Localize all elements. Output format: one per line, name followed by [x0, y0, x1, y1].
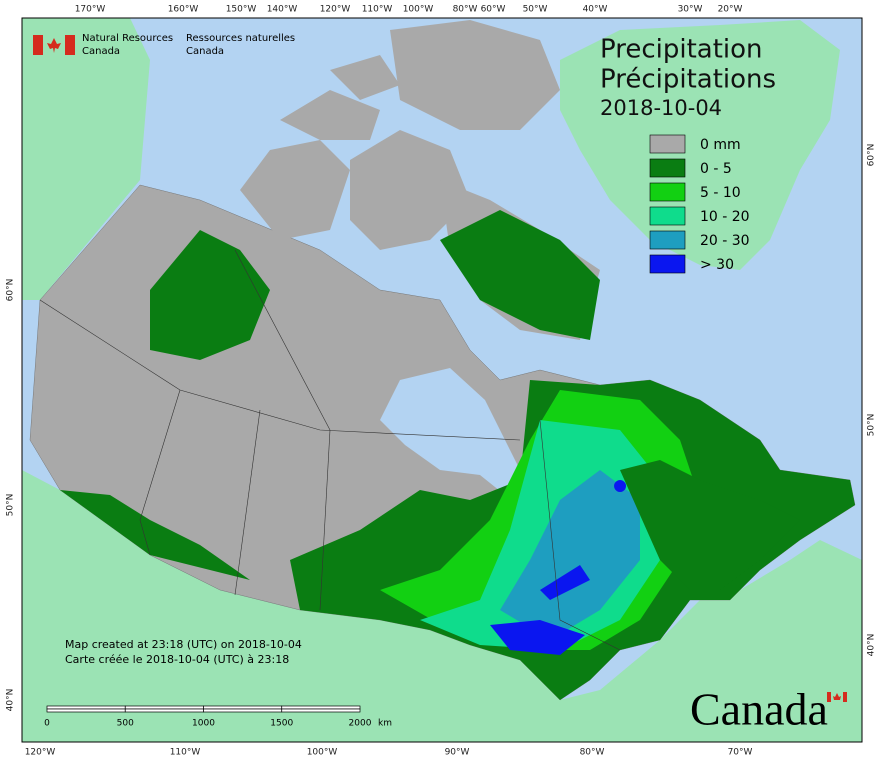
graticule-label: 40°N	[867, 634, 877, 657]
boundary	[234, 409, 261, 596]
graticule-label: 150°W	[226, 5, 257, 15]
legend-swatch	[649, 206, 686, 226]
island	[390, 20, 560, 130]
graticule-label: 100°W	[307, 748, 338, 758]
precip-20-30	[500, 470, 640, 640]
scale-segment	[124, 708, 204, 713]
graticule-label: 60°W	[481, 5, 506, 15]
agency-en: Canada	[82, 46, 120, 57]
island	[240, 140, 350, 240]
precip-0-5	[150, 230, 270, 360]
boundaries	[39, 249, 621, 651]
legend-label: 5 - 10	[700, 185, 741, 201]
graticule-label: 80°W	[580, 748, 605, 758]
scale-label: 0	[44, 719, 50, 729]
graticule-label: 60°N	[867, 144, 877, 167]
precip-0-5	[440, 210, 600, 340]
scale-segment	[46, 708, 126, 713]
scale-label: 1500	[270, 719, 293, 729]
scale-segment	[203, 705, 283, 710]
flag-bar	[843, 692, 847, 702]
graticule-label: 120°W	[25, 748, 56, 758]
graticule-label: 110°W	[362, 5, 393, 15]
graticule-label: 90°W	[445, 748, 470, 758]
graticule-label: 140°W	[267, 5, 298, 15]
scale-label: 2000	[349, 719, 372, 729]
alaska	[22, 18, 150, 300]
flag-bar	[33, 35, 43, 55]
scale-segment	[281, 705, 361, 710]
flag-bar	[65, 35, 75, 55]
scale-segment	[281, 708, 361, 713]
graticule-labels: 170°W 160°W 150°W 140°W 120°W 110°W 100°W 80°W 6…	[6, 5, 877, 758]
boundary	[319, 429, 331, 611]
boundary	[234, 249, 331, 431]
legend-swatch	[649, 158, 686, 178]
legend-label: > 30	[700, 257, 734, 273]
legend-swatch	[649, 134, 686, 154]
boundary	[139, 389, 181, 556]
graticule-label: 50°N	[6, 494, 16, 517]
flag-bar	[827, 692, 831, 702]
agency-en: Natural Resources	[82, 33, 173, 44]
scale-unit: km	[378, 719, 392, 729]
agency-fr: Canada	[186, 46, 224, 57]
precip-over-30	[490, 480, 627, 655]
graticule-label: 170°W	[75, 5, 106, 15]
graticule-label: 60°N	[6, 279, 16, 302]
hudson-bay	[380, 368, 520, 495]
title-fr: Précipitations	[600, 65, 776, 95]
legend-label: 0 - 5	[700, 161, 732, 177]
maple-leaf	[833, 693, 841, 700]
graticule-label: 50°W	[523, 5, 548, 15]
legend-label: 10 - 20	[700, 209, 750, 225]
legend-swatch	[649, 254, 686, 274]
scale-bar: 0 500 1000 1500 2000 km	[44, 705, 392, 729]
graticule-label: 20°W	[718, 5, 743, 15]
legend-label: 0 mm	[700, 137, 741, 153]
precip-0-5	[620, 460, 800, 590]
precip-0-5	[60, 490, 250, 580]
graticule-label: 30°W	[678, 5, 703, 15]
graticule-label: 160°W	[168, 5, 199, 15]
scale-label: 500	[117, 719, 134, 729]
island	[280, 90, 380, 140]
scale-segment	[46, 705, 126, 710]
created-fr: Carte créée le 2018-10-04 (UTC) à 23:18	[65, 653, 289, 666]
graticule-label: 100°W	[403, 5, 434, 15]
nrcan-signature: Natural Resources Canada Ressources natu…	[33, 33, 295, 57]
greenland	[560, 20, 840, 270]
graticule-label: 110°W	[170, 748, 201, 758]
wordmark-flag	[827, 692, 847, 702]
island	[330, 55, 400, 100]
arctic-islands	[240, 20, 600, 340]
graticule-label: 120°W	[320, 5, 351, 15]
map-frame	[21, 17, 863, 743]
boundary	[539, 419, 621, 651]
title-en: Precipitation	[600, 35, 763, 65]
scale-segment	[124, 705, 204, 710]
scale-segment	[203, 708, 283, 713]
title-date: 2018-10-04	[600, 96, 722, 120]
canada-wordmark: Canada	[690, 684, 828, 735]
graticule-label: 70°W	[728, 748, 753, 758]
boundary	[39, 299, 521, 441]
united-states	[22, 470, 862, 742]
created-en: Map created at 23:18 (UTC) on 2018-10-04	[65, 638, 302, 651]
graticule-label: 50°N	[867, 414, 877, 437]
legend-swatch	[649, 230, 686, 250]
island	[350, 130, 470, 250]
scale-label: 1000	[192, 719, 215, 729]
precipitation-areas	[60, 210, 855, 700]
legend-label: 20 - 30	[700, 233, 750, 249]
graticule-label: 40°N	[6, 689, 16, 712]
graticule-label: 40°W	[583, 5, 608, 15]
land-layer	[22, 18, 862, 742]
legend-swatch	[649, 182, 686, 202]
legend: 0 mm 0 - 5 5 - 10 10 - 20 20 - 30 > 30	[649, 134, 750, 274]
agency-fr: Ressources naturelles	[186, 33, 295, 44]
graticule-label: 80°W	[453, 5, 478, 15]
maple-leaf	[47, 38, 61, 53]
